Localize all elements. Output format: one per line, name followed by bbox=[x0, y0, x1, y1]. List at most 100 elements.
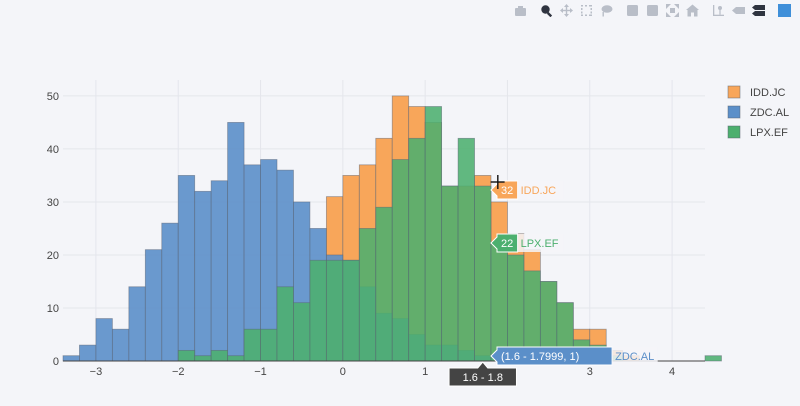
plotly-logo-icon bbox=[777, 3, 791, 17]
modebar bbox=[510, 2, 794, 18]
hover-name-box bbox=[517, 234, 564, 252]
hover-compare-button[interactable] bbox=[748, 2, 768, 18]
y-tick-label: 0 bbox=[53, 356, 59, 368]
legend-label: LPX.EF bbox=[750, 127, 788, 139]
bar bbox=[704, 355, 722, 362]
x-tick-label: 4 bbox=[669, 366, 675, 378]
x-tick-label: −2 bbox=[172, 366, 185, 378]
zoom-icon bbox=[540, 4, 552, 17]
bar bbox=[507, 254, 525, 362]
zoom-in-icon bbox=[626, 4, 638, 16]
hover-label-zdc-al: (1.6 - 1.7999, 1) ZDC.AL bbox=[490, 346, 658, 366]
bar bbox=[194, 190, 212, 362]
reset-axes-icon bbox=[685, 4, 699, 16]
bar bbox=[424, 106, 443, 362]
bar bbox=[474, 185, 492, 362]
y-axis-ticks: 0 10 20 30 40 50 bbox=[47, 91, 59, 368]
hover-name-box bbox=[612, 347, 658, 365]
legend-item-lpx-ef[interactable]: LPX.EF bbox=[727, 125, 788, 139]
bar bbox=[79, 344, 97, 362]
hover-x-label: 1.6 - 1.8 bbox=[448, 361, 517, 387]
zoom-button[interactable] bbox=[536, 2, 556, 18]
bar bbox=[210, 349, 229, 362]
zoom-out-icon bbox=[646, 4, 658, 16]
camera-icon bbox=[514, 5, 526, 16]
bar bbox=[325, 259, 344, 362]
hover-name-box bbox=[517, 181, 564, 199]
hover-compare-icon bbox=[751, 4, 765, 16]
legend-label: ZDC.AL bbox=[750, 107, 789, 119]
hover-label-idd-jc: 32 IDD.JC bbox=[490, 180, 564, 200]
hover-value: 22 bbox=[501, 238, 513, 250]
lasso-select-icon bbox=[601, 4, 612, 16]
bar bbox=[260, 328, 278, 362]
box-select-icon bbox=[580, 4, 592, 16]
x-tick-label: −3 bbox=[90, 366, 103, 378]
bar bbox=[490, 243, 508, 362]
crosshair-cursor-icon bbox=[490, 175, 505, 189]
bar bbox=[375, 206, 393, 362]
hover-closest-icon bbox=[731, 6, 745, 14]
y-tick-label: 10 bbox=[47, 303, 59, 315]
bar bbox=[111, 328, 130, 362]
legend: IDD.JC ZDC.AL LPX.EF bbox=[727, 85, 789, 139]
hover-label-lpx-ef: 22 LPX.EF bbox=[490, 233, 564, 253]
box-select-button[interactable] bbox=[576, 2, 596, 18]
y-tick-label: 30 bbox=[47, 197, 59, 209]
hover-name: IDD.JC bbox=[521, 185, 557, 197]
hover-value: 32 bbox=[501, 185, 513, 197]
plotly-logo-button[interactable] bbox=[774, 2, 794, 18]
legend-swatch bbox=[727, 85, 741, 99]
bar bbox=[243, 328, 261, 362]
reset-axes-button[interactable] bbox=[682, 2, 702, 18]
y-tick-label: 40 bbox=[47, 144, 59, 156]
spike-lines-button[interactable] bbox=[708, 2, 728, 18]
bar bbox=[128, 286, 146, 362]
bar bbox=[391, 159, 410, 362]
bar bbox=[309, 259, 327, 362]
bar bbox=[457, 137, 475, 362]
hover-closest-button[interactable] bbox=[728, 2, 748, 18]
legend-swatch bbox=[727, 125, 741, 139]
spike-lines-icon bbox=[712, 4, 724, 16]
bar bbox=[293, 302, 311, 362]
bar bbox=[144, 249, 163, 362]
x-tick-label: 0 bbox=[340, 366, 346, 378]
lasso-select-button[interactable] bbox=[596, 2, 616, 18]
pan-icon bbox=[559, 3, 573, 17]
hover-value: (1.6 - 1.7999, 1) bbox=[501, 351, 579, 363]
camera-button[interactable] bbox=[510, 2, 530, 18]
x-tick-label: −1 bbox=[254, 366, 267, 378]
y-tick-label: 50 bbox=[47, 91, 59, 103]
autoscale-icon bbox=[665, 3, 679, 17]
bar bbox=[177, 349, 196, 362]
x-tick-label: 3 bbox=[587, 366, 593, 378]
zoom-out-button[interactable] bbox=[642, 2, 662, 18]
cursor-h bbox=[490, 181, 505, 183]
legend-item-idd-jc[interactable]: IDD.JC bbox=[727, 85, 786, 99]
bar bbox=[177, 175, 196, 362]
bar bbox=[276, 286, 294, 362]
legend-label: IDD.JC bbox=[750, 87, 786, 99]
bar bbox=[210, 180, 229, 362]
bar bbox=[342, 259, 360, 362]
autoscale-button[interactable] bbox=[662, 2, 682, 18]
bar bbox=[227, 122, 245, 362]
hover-name: ZDC.AL bbox=[615, 351, 654, 363]
hover-x-box bbox=[448, 361, 517, 387]
x-tick-label: 1 bbox=[422, 366, 428, 378]
pan-button[interactable] bbox=[556, 2, 576, 18]
hover-x-text: 1.6 - 1.8 bbox=[463, 372, 503, 384]
hover-labels: 32 IDD.JC 22 LPX.EF (1.6 - 1.7999, 1) ZDC.AL bbox=[490, 180, 658, 366]
bar bbox=[408, 137, 426, 362]
bar bbox=[95, 318, 113, 362]
y-tick-label: 20 bbox=[47, 250, 59, 262]
hover-name: LPX.EF bbox=[521, 238, 559, 250]
bar bbox=[62, 355, 80, 362]
legend-item-zdc-al[interactable]: ZDC.AL bbox=[727, 105, 789, 119]
bar bbox=[358, 228, 377, 362]
bar bbox=[194, 355, 212, 362]
bar bbox=[227, 355, 245, 362]
zoom-in-button[interactable] bbox=[622, 2, 642, 18]
